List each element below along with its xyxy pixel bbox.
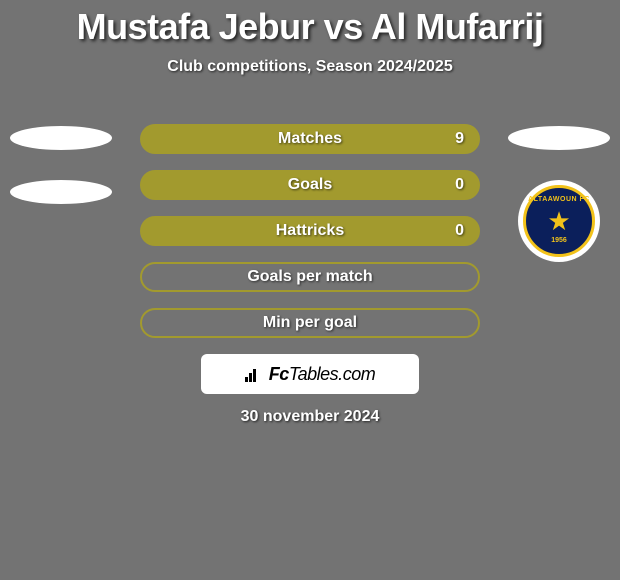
stat-value-right: 0 <box>455 222 464 240</box>
player2-avatar-placeholder <box>508 126 610 150</box>
club-year: 1956 <box>551 237 567 244</box>
stat-row-goals-per-match: Goals per match <box>140 262 480 292</box>
stat-label: Goals per match <box>247 268 372 286</box>
infographic-container: Mustafa Jebur vs Al Mufarrij Club compet… <box>0 0 620 580</box>
player1-club-avatar-placeholder <box>10 180 112 204</box>
stat-label: Matches <box>278 130 342 148</box>
stat-value-right: 9 <box>455 130 464 148</box>
fctables-prefix: Fc <box>269 364 289 384</box>
stat-label: Goals <box>288 176 332 194</box>
stat-value-right: 0 <box>455 176 464 194</box>
chart-icon <box>245 366 265 382</box>
stats-panel: Matches 9 Goals 0 Hattricks 0 Goals per … <box>140 124 480 354</box>
stat-label: Min per goal <box>263 314 357 332</box>
stat-row-goals: Goals 0 <box>140 170 480 200</box>
player2-club-logo: ALTAAWOUN FC ★ 1956 <box>518 180 600 262</box>
club-logo-inner: ALTAAWOUN FC ★ 1956 <box>523 185 595 257</box>
fctables-text: FcTables.com <box>269 364 375 385</box>
fctables-suffix: Tables.com <box>289 364 375 384</box>
page-title: Mustafa Jebur vs Al Mufarrij <box>0 0 620 48</box>
stat-row-hattricks: Hattricks 0 <box>140 216 480 246</box>
club-name: ALTAAWOUN FC <box>528 196 590 203</box>
player1-avatar-placeholder <box>10 126 112 150</box>
stat-label: Hattricks <box>276 222 344 240</box>
date-text: 30 november 2024 <box>0 408 620 426</box>
star-icon: ★ <box>547 208 570 234</box>
stat-row-min-per-goal: Min per goal <box>140 308 480 338</box>
fctables-badge: FcTables.com <box>201 354 419 394</box>
stat-row-matches: Matches 9 <box>140 124 480 154</box>
page-subtitle: Club competitions, Season 2024/2025 <box>0 58 620 76</box>
